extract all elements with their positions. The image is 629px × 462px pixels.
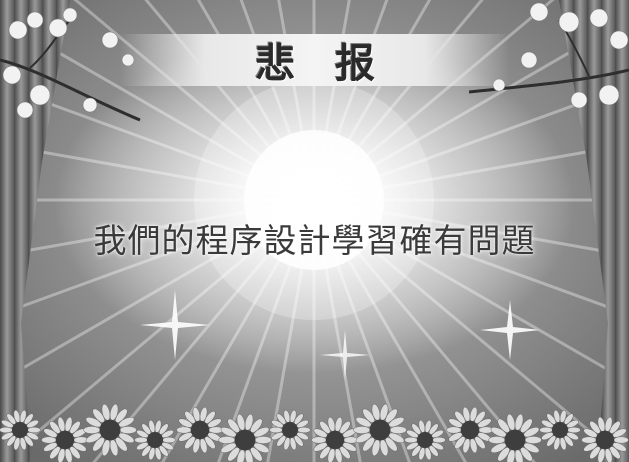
title-banner: 悲报 xyxy=(120,34,510,87)
sparkle-icon xyxy=(140,290,210,360)
headline-message: 我們的程序設計學習確有問題 xyxy=(93,221,536,260)
banner-title: 悲报 xyxy=(255,40,415,87)
blossom-branch-right-icon xyxy=(469,2,629,109)
blossom-branch-left-icon xyxy=(0,7,141,122)
sunflower-row-icon xyxy=(0,403,629,462)
sparkle-icon xyxy=(320,330,370,380)
sparkle-icon xyxy=(480,300,540,360)
